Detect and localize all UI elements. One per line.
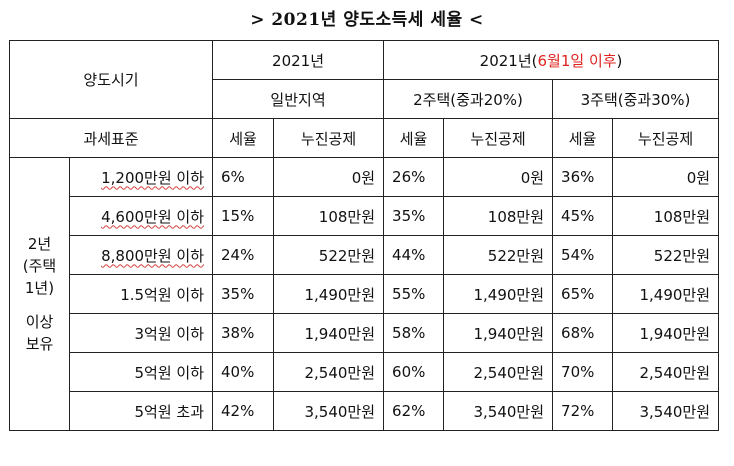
rate-cell: 60%	[383, 352, 445, 392]
deduction-cell: 522만원	[443, 235, 554, 275]
deduction-cell: 108만원	[273, 196, 385, 236]
tax-base-header: 과세표준	[8, 118, 214, 158]
deduction-header-three-homes: 누진공제	[612, 118, 720, 158]
rate-cell: 40%	[212, 352, 275, 392]
tax-base-cell: 1,200만원 이하	[68, 157, 214, 197]
deduction-cell: 108만원	[443, 196, 554, 236]
period-header-cell: 양도시기	[8, 40, 214, 119]
deduction-header-general: 누진공제	[273, 118, 385, 158]
table-row: 5억원 이하 40% 2,540만원 60% 2,540만원 70% 2,540…	[10, 352, 720, 392]
year-2021-after-highlight: 6월1일 이후	[537, 51, 617, 70]
deduction-cell: 0원	[612, 157, 720, 197]
deduction-cell: 1,490만원	[273, 274, 385, 314]
rate-header-two-homes: 세율	[383, 118, 445, 158]
deduction-cell: 0원	[273, 157, 385, 197]
holding-period-line: 보유	[25, 335, 54, 353]
table-row: 1.5억원 이하 35% 1,490만원 55% 1,490만원 65% 1,4…	[10, 274, 720, 314]
table-row: 4,600만원 이하 15% 108만원 35% 108만원 45% 108만원	[10, 196, 720, 236]
tax-base-cell: 8,800만원 이하	[68, 235, 214, 275]
deduction-cell: 2,540만원	[443, 352, 554, 392]
deduction-cell: 3,540만원	[612, 391, 720, 431]
rate-cell: 65%	[552, 274, 614, 314]
deduction-cell: 1,940만원	[273, 313, 385, 353]
table-row: 5억원 초과 42% 3,540만원 62% 3,540만원 72% 3,540…	[10, 391, 720, 431]
holding-period-line: 2년	[27, 235, 52, 253]
holding-period-cell: 2년 (주택 1년) 이상 보유	[9, 157, 70, 431]
holding-period-line: 이상	[25, 313, 54, 331]
year-2021-after-suffix: )	[616, 51, 623, 70]
rate-cell: 15%	[212, 196, 275, 236]
deduction-cell: 108만원	[612, 196, 720, 236]
deduction-cell: 522만원	[273, 235, 385, 275]
deduction-cell: 2,540만원	[612, 352, 720, 392]
document-title: > 2021년 양도소득세 세율 <	[250, 10, 484, 30]
year-2021-after-prefix: 2021년(	[479, 51, 538, 70]
deduction-cell: 1,490만원	[443, 274, 554, 314]
deduction-header-two-homes: 누진공제	[443, 118, 554, 158]
rate-cell: 68%	[552, 313, 614, 353]
rate-cell: 55%	[383, 274, 445, 314]
rate-cell: 38%	[212, 313, 275, 353]
rate-cell: 36%	[552, 157, 614, 197]
rate-cell: 70%	[552, 352, 614, 392]
tax-base-cell: 3억원 이하	[68, 313, 214, 353]
deduction-cell: 1,940만원	[443, 313, 554, 353]
holding-period-line: 1년)	[24, 279, 55, 297]
year-2021-after-header: 2021년(6월1일 이후)	[383, 40, 720, 80]
table-row: 8,800만원 이하 24% 522만원 44% 522만원 54% 522만원	[10, 235, 720, 275]
rate-header-three-homes: 세율	[552, 118, 614, 158]
deduction-cell: 1,490만원	[612, 274, 720, 314]
rate-cell: 58%	[383, 313, 445, 353]
rate-cell: 42%	[212, 391, 275, 431]
tax-base-cell: 5억원 이하	[68, 352, 214, 392]
general-area-header: 일반지역	[212, 79, 385, 119]
deduction-cell: 1,940만원	[612, 313, 720, 353]
rate-cell: 45%	[552, 196, 614, 236]
rate-cell: 35%	[383, 196, 445, 236]
rate-cell: 24%	[212, 235, 275, 275]
three-homes-header: 3주택(중과30%)	[552, 79, 720, 119]
two-homes-header: 2주택(중과20%)	[383, 79, 554, 119]
deduction-cell: 522만원	[612, 235, 720, 275]
tax-rate-table: 양도시기 2021년 2021년(6월1일 이후) 일반지역 2주택(중과20%…	[8, 40, 720, 431]
rate-cell: 35%	[212, 274, 275, 314]
tax-base-cell: 1.5억원 이하	[68, 274, 214, 314]
year-2021-header: 2021년	[212, 40, 385, 80]
rate-cell: 44%	[383, 235, 445, 275]
rate-header-general: 세율	[212, 118, 275, 158]
rate-cell: 62%	[383, 391, 445, 431]
table-row: 3억원 이하 38% 1,940만원 58% 1,940만원 68% 1,940…	[10, 313, 720, 353]
deduction-cell: 3,540만원	[443, 391, 554, 431]
tax-base-cell: 5억원 초과	[68, 391, 214, 431]
holding-period-line: (주택	[22, 257, 57, 275]
deduction-cell: 2,540만원	[273, 352, 385, 392]
rate-cell: 72%	[552, 391, 614, 431]
tax-base-cell: 4,600만원 이하	[68, 196, 214, 236]
deduction-cell: 0원	[443, 157, 554, 197]
period-label: 양도시기	[83, 71, 139, 89]
rate-cell: 26%	[383, 157, 445, 197]
rate-cell: 6%	[212, 157, 275, 197]
deduction-cell: 3,540만원	[273, 391, 385, 431]
table-row: 2년 (주택 1년) 이상 보유 1,200만원 이하 6% 0원 26% 0원…	[9, 157, 720, 431]
rate-cell: 54%	[552, 235, 614, 275]
